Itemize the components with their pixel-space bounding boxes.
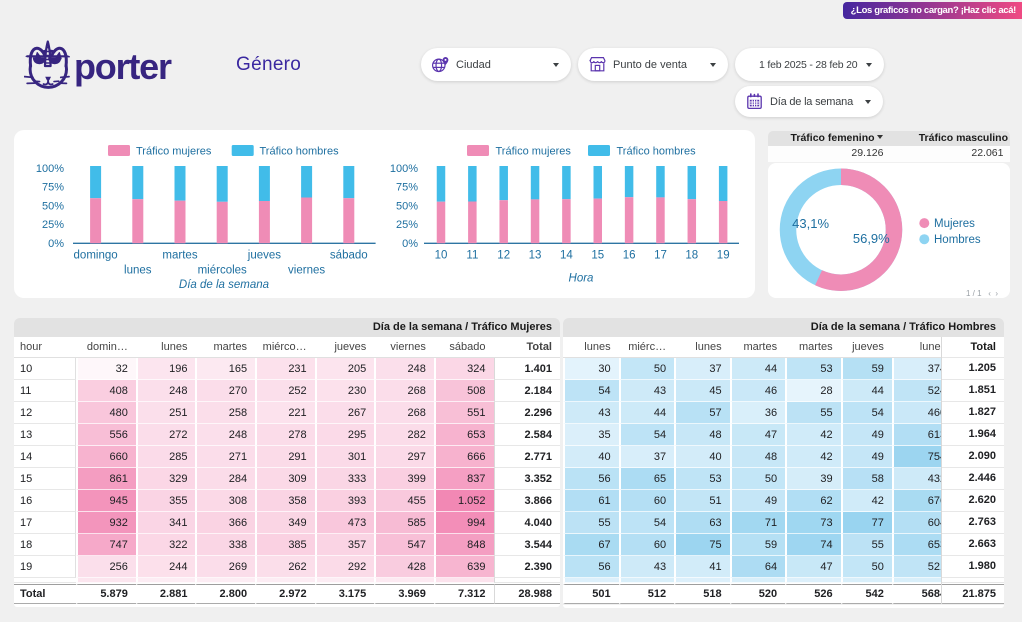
svg-text:Hombres: Hombres — [934, 234, 981, 246]
svg-text:10: 10 — [435, 250, 448, 262]
svg-text:100%: 100% — [390, 163, 418, 175]
svg-text:75%: 75% — [396, 182, 418, 194]
svg-text:12: 12 — [497, 250, 510, 262]
svg-text:43,1%: 43,1% — [792, 216, 829, 231]
svg-text:50%: 50% — [396, 200, 418, 212]
svg-text:Tráfico mujeres: Tráfico mujeres — [136, 146, 212, 158]
svg-text:14: 14 — [560, 250, 573, 262]
svg-text:lunes: lunes — [124, 265, 152, 277]
svg-text:1 / 1 ‹ ›: 1 / 1 ‹ › — [966, 289, 998, 298]
svg-text:Tráfico hombres: Tráfico hombres — [260, 146, 340, 158]
svg-text:Hora: Hora — [569, 273, 594, 285]
svg-text:martes: martes — [162, 250, 197, 262]
svg-text:18: 18 — [685, 250, 698, 262]
svg-text:Mujeres: Mujeres — [934, 218, 975, 230]
svg-text:56,9%: 56,9% — [853, 231, 890, 246]
svg-text:jueves: jueves — [247, 250, 281, 262]
svg-text:25%: 25% — [396, 219, 418, 231]
svg-text:13: 13 — [529, 250, 542, 262]
svg-text:100%: 100% — [36, 163, 64, 175]
svg-text:25%: 25% — [42, 219, 64, 231]
svg-text:sábado: sábado — [330, 250, 368, 262]
svg-text:17: 17 — [654, 250, 667, 262]
svg-text:Tráfico hombres: Tráfico hombres — [617, 146, 697, 158]
svg-text:15: 15 — [591, 250, 604, 262]
svg-text:50%: 50% — [42, 200, 64, 212]
svg-text:miércoles: miércoles — [198, 265, 247, 277]
svg-text:11: 11 — [466, 250, 478, 262]
svg-text:Tráfico mujeres: Tráfico mujeres — [496, 146, 572, 158]
svg-text:16: 16 — [623, 250, 636, 262]
svg-text:Día de la semana: Día de la semana — [179, 279, 269, 291]
svg-text:0%: 0% — [402, 238, 418, 250]
svg-text:domingo: domingo — [74, 250, 118, 262]
svg-text:0%: 0% — [48, 238, 64, 250]
svg-text:viernes: viernes — [288, 265, 325, 277]
svg-text:75%: 75% — [42, 182, 64, 194]
svg-text:19: 19 — [717, 250, 730, 262]
